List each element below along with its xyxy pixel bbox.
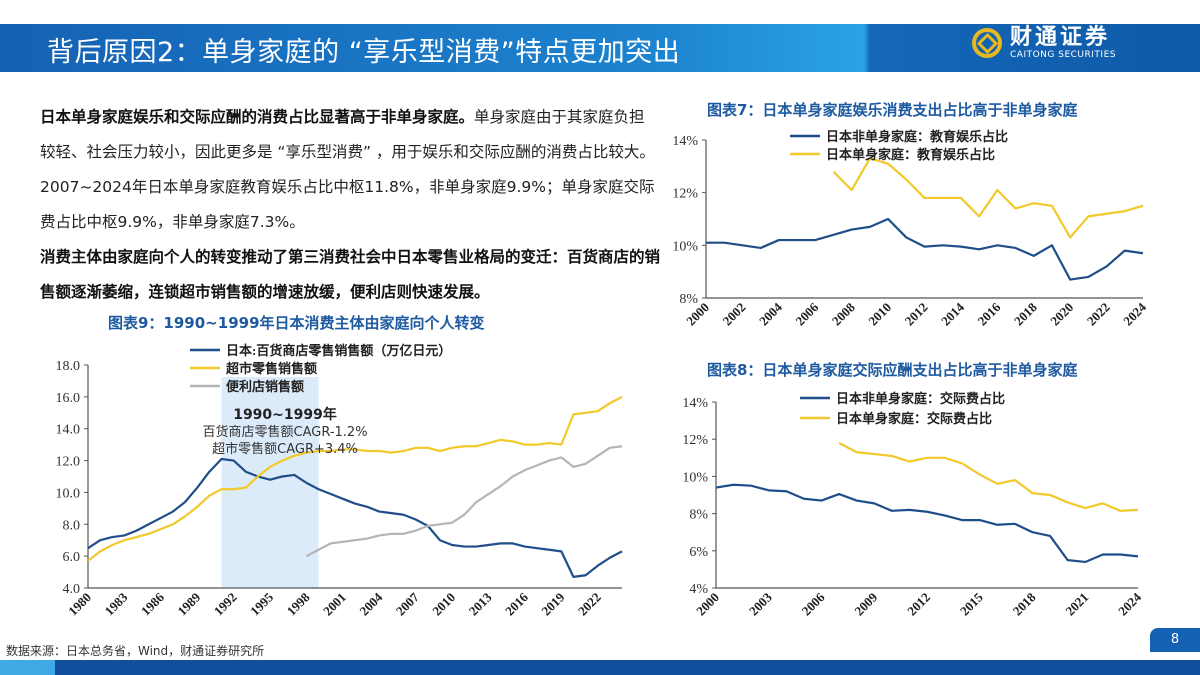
x-tick-label: 2010 [865, 300, 894, 329]
legend-label: 超市零售销售额 [226, 361, 317, 376]
y-tick-label: 4% [689, 582, 708, 597]
series-line-1 [87, 395, 623, 562]
x-tick-label: 2024 [1115, 589, 1144, 618]
y-tick-label: 8% [689, 508, 708, 523]
legend-label: 便利店销售额 [226, 379, 304, 394]
body-paragraph: 日本单身家庭娱乐和交际应酬的消费占比显著高于非单身家庭。单身家庭由于其家庭负担较… [40, 100, 660, 310]
logo-text-en: CAITONG SECURITIES [1010, 50, 1116, 60]
legend-label: 日本非单身家庭：教育娱乐占比 [826, 129, 1008, 144]
y-tick-label: 10% [682, 470, 708, 485]
shaded-period [221, 377, 319, 588]
x-tick-label: 2002 [720, 300, 749, 329]
y-tick-label: 14% [682, 396, 708, 411]
x-tick-label: 1986 [138, 589, 167, 618]
x-tick-label: 2024 [1120, 299, 1149, 328]
chart8: 4%6%8%10%12%14%2000 2003 2006 2009 2012 2015 2… [682, 391, 1144, 619]
footer-accent [0, 660, 55, 675]
x-tick-label: 2019 [538, 589, 567, 618]
x-tick-label: 2021 [1062, 590, 1091, 619]
y-tick-label: 14.0 [56, 423, 81, 438]
y-tick-label: 8.0 [63, 518, 81, 533]
x-tick-label: 1989 [174, 589, 203, 618]
x-tick-label: 2014 [938, 299, 967, 328]
page-title: 背后原因2：单身家庭的 “享乐型消费”特点更加突出 [47, 37, 681, 68]
logo-text-cn: 财通证券 [1010, 25, 1111, 50]
footer-bar [0, 660, 1200, 675]
y-tick-label: 10.0 [56, 486, 81, 501]
x-tick-label: 2009 [851, 589, 880, 618]
legend-label: 日本非单身家庭：交际费占比 [836, 391, 1005, 406]
x-tick-label: 1992 [211, 590, 240, 619]
chart9-title: 图表9：1990~1999年日本消费主体由家庭向个人转变 [108, 314, 485, 332]
x-tick-label: 2018 [1010, 589, 1039, 618]
x-tick-label: 1998 [284, 589, 313, 618]
x-tick-label: 2020 [1047, 300, 1076, 329]
x-tick-label: 2003 [746, 589, 775, 618]
y-tick-label: 18.0 [56, 359, 81, 374]
chart8-title: 图表8：日本单身家庭交际应酬支出占比高于非单身家庭 [707, 361, 1078, 379]
x-tick-label: 2013 [466, 589, 495, 618]
legend-label: 日本单身家庭：交际费占比 [836, 411, 992, 426]
y-tick-label: 10% [672, 239, 698, 254]
annotation-line2: 超市零售额CAGR+3.4% [212, 441, 358, 457]
x-tick-label: 1995 [247, 589, 276, 618]
x-tick-label: 2012 [902, 300, 931, 329]
legend-label: 日本:百货商店零售销售额（万亿日元） [226, 343, 451, 358]
series-line-1 [838, 441, 1139, 512]
x-tick-label: 2015 [957, 589, 986, 618]
y-tick-label: 6.0 [63, 550, 81, 565]
x-tick-label: 2001 [320, 590, 349, 619]
x-tick-label: 2004 [756, 299, 785, 328]
series-line-1 [832, 157, 1144, 239]
y-tick-label: 4.0 [63, 582, 81, 597]
chart7-title: 图表7：日本单身家庭娱乐消费支出占比高于非单身家庭 [707, 101, 1078, 119]
para2-bold: 消费主体由家庭向个人的转变推动了第三消费社会中日本零售业格局的变迁：百货商店的销… [40, 248, 661, 301]
y-tick-label: 6% [689, 545, 708, 560]
x-tick-label: 2008 [829, 299, 858, 328]
y-tick-label: 12% [672, 187, 698, 202]
y-tick-label: 12% [682, 433, 708, 448]
y-tick-label: 12.0 [56, 455, 81, 470]
x-tick-label: 2010 [429, 590, 458, 619]
x-tick-label: 2004 [356, 589, 385, 618]
logo-icon [972, 28, 1002, 58]
x-tick-label: 2022 [575, 590, 604, 619]
y-tick-label: 16.0 [56, 391, 81, 406]
x-tick-label: 2012 [904, 590, 933, 619]
y-tick-label: 8% [679, 292, 698, 307]
x-tick-label: 2016 [974, 299, 1003, 328]
header-bar: 背后原因2：单身家庭的 “享乐型消费”特点更加突出 财通证券 CAITONG S… [0, 24, 1200, 72]
series-line-0 [706, 217, 1144, 281]
x-tick-label: 2006 [792, 299, 821, 328]
legend-label: 日本单身家庭：教育娱乐占比 [826, 147, 995, 162]
x-tick-label: 2022 [1084, 300, 1113, 329]
annotation-title: 1990~1999年 [233, 406, 337, 423]
series-line-0 [715, 483, 1139, 564]
x-tick-label: 2018 [1011, 299, 1040, 328]
annotation-line1: 百货商店零售额CAGR-1.2% [203, 424, 368, 440]
series-line-0 [87, 457, 623, 578]
caitong-logo: 财通证券 CAITONG SECURITIES [972, 26, 1116, 60]
x-tick-label: 2007 [393, 589, 422, 618]
x-tick-label: 1983 [102, 589, 131, 618]
x-tick-label: 2006 [799, 589, 828, 618]
para1-text: 单身家庭由于其家庭负担较轻、社会压力较小，因此更多是 “享乐型消费” ，用于娱乐… [40, 108, 655, 231]
x-tick-label: 2016 [502, 589, 531, 618]
data-source: 数据来源：日本总务省，Wind，财通证券研究所 [6, 644, 265, 658]
chart7: 8%10%12%14%2000 2002 2004 2006 2008 2010 2012 2… [672, 129, 1149, 329]
para1-bold: 日本单身家庭娱乐和交际应酬的消费占比显著高于非单身家庭。 [40, 108, 475, 126]
page-number: 8 [1150, 628, 1200, 652]
series-line-2 [305, 445, 623, 558]
y-tick-label: 14% [672, 134, 698, 149]
